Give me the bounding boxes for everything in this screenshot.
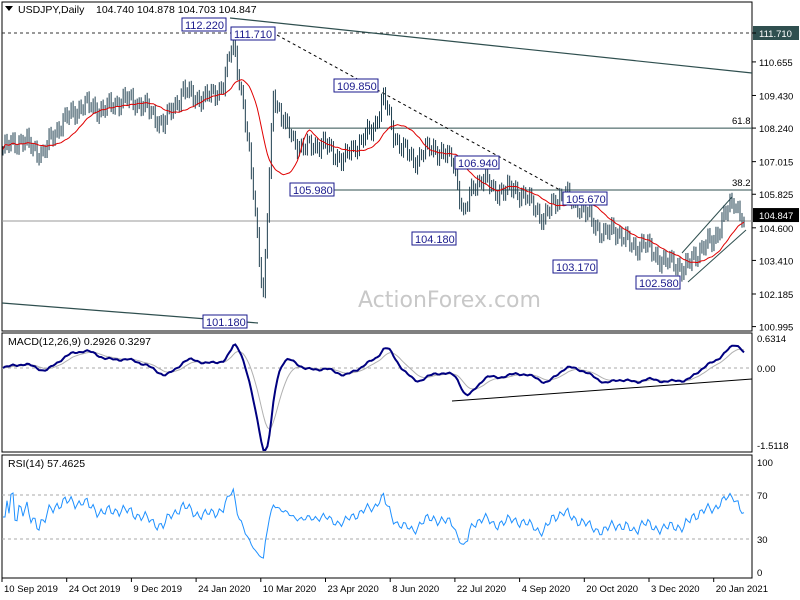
price-annotation-label: 112.220 <box>185 20 224 32</box>
price-tick-label: 107.015 <box>759 158 793 169</box>
price-tick-label: 103.410 <box>759 256 793 267</box>
price-annotation-box <box>411 231 457 246</box>
price-annotation-box <box>230 26 276 41</box>
macd-support-trendline <box>451 378 753 402</box>
price-annotation-box <box>454 155 500 170</box>
rsi-line <box>3 487 745 559</box>
level-tag <box>753 26 799 40</box>
price-annotation-label: 105.670 <box>566 194 606 206</box>
date-tick-label: 4 Sep 2020 <box>522 584 571 595</box>
price-annotation-label: 109.850 <box>337 81 377 93</box>
ohlc-readout: 104.740 104.878 104.703 104.847 <box>96 4 257 16</box>
price-annotation-label: 104.180 <box>415 234 455 246</box>
date-tick-label: 8 Jun 2020 <box>392 584 439 595</box>
price-annotation-label: 111.710 <box>234 29 272 41</box>
rsi-tick-label: 0 <box>757 568 762 579</box>
fib-label: 61.8 <box>732 116 751 127</box>
date-tick-label: 24 Oct 2019 <box>69 584 121 595</box>
date-tick-label: 10 Sep 2019 <box>4 584 58 595</box>
date-tick-label: 9 Dec 2019 <box>133 584 182 595</box>
dropdown-icon[interactable] <box>5 6 13 11</box>
macd-tick-label: 0.00 <box>757 364 776 375</box>
price-tick-label: 104.600 <box>759 224 793 235</box>
macd-line <box>2 343 745 451</box>
price-annotation-label: 106.940 <box>458 158 498 170</box>
macd-tick-label: 0.6314 <box>757 334 786 345</box>
price-annotation-box <box>635 275 681 290</box>
price-tick-label: 109.430 <box>759 91 793 102</box>
price-tick-label: 102.185 <box>759 290 793 301</box>
price-annotation-box <box>289 182 335 197</box>
rsi-tick-label: 70 <box>757 491 768 502</box>
current-price-label: 104.847 <box>759 211 793 222</box>
current-price-tag <box>753 208 799 223</box>
date-tick-label: 24 Jan 2020 <box>198 584 250 595</box>
price-annotation-label: 102.580 <box>639 278 679 290</box>
price-tick-label: 105.825 <box>759 190 793 201</box>
date-tick-label: 20 Oct 2020 <box>586 584 638 595</box>
rsi-title: RSI(14) 57.4625 <box>8 458 85 470</box>
macd-title: MACD(12,26,9) 0.2926 0.3297 <box>8 336 151 348</box>
symbol-title: USDJPY,Daily <box>18 4 85 16</box>
macd-signal-line <box>2 348 745 430</box>
rsi-panel <box>1 454 753 579</box>
moving-average-line <box>2 79 745 263</box>
channel-lower-line <box>687 229 747 283</box>
date-tick-label: 3 Dec 2020 <box>651 584 700 595</box>
price-annotation-box <box>562 191 608 206</box>
price-annotation-label: 103.170 <box>556 262 596 274</box>
price-tick-label: 108.240 <box>759 124 793 135</box>
price-tick-label: 111.710 <box>759 29 792 40</box>
price-annotation-box <box>333 78 379 93</box>
date-tick-label: 10 Mar 2020 <box>263 584 316 595</box>
date-tick-label: 23 Apr 2020 <box>328 584 379 595</box>
fib-label: 38.2 <box>732 178 751 189</box>
rsi-tick-label: 100 <box>757 458 773 469</box>
rsi-tick-label: 30 <box>757 535 768 546</box>
price-annotation-box <box>552 259 598 274</box>
watermark: ActionForex.com <box>358 288 541 313</box>
macd-panel <box>1 332 753 453</box>
price-annotation-box <box>202 314 248 329</box>
price-annotation-label: 101.180 <box>206 317 246 329</box>
date-tick-label: 22 Jul 2020 <box>457 584 506 595</box>
price-annotation-label: 105.980 <box>293 185 333 197</box>
falling-trendline <box>276 34 561 191</box>
price-tick-label: 100.995 <box>759 323 793 334</box>
price-annotation-box <box>181 17 227 32</box>
upper-trendline <box>229 17 753 74</box>
macd-tick-label: -1.5118 <box>757 441 789 452</box>
date-tick-label: 20 Jan 2021 <box>716 584 768 595</box>
price-tick-label: 110.655 <box>759 58 793 69</box>
price-panel <box>1 1 753 332</box>
